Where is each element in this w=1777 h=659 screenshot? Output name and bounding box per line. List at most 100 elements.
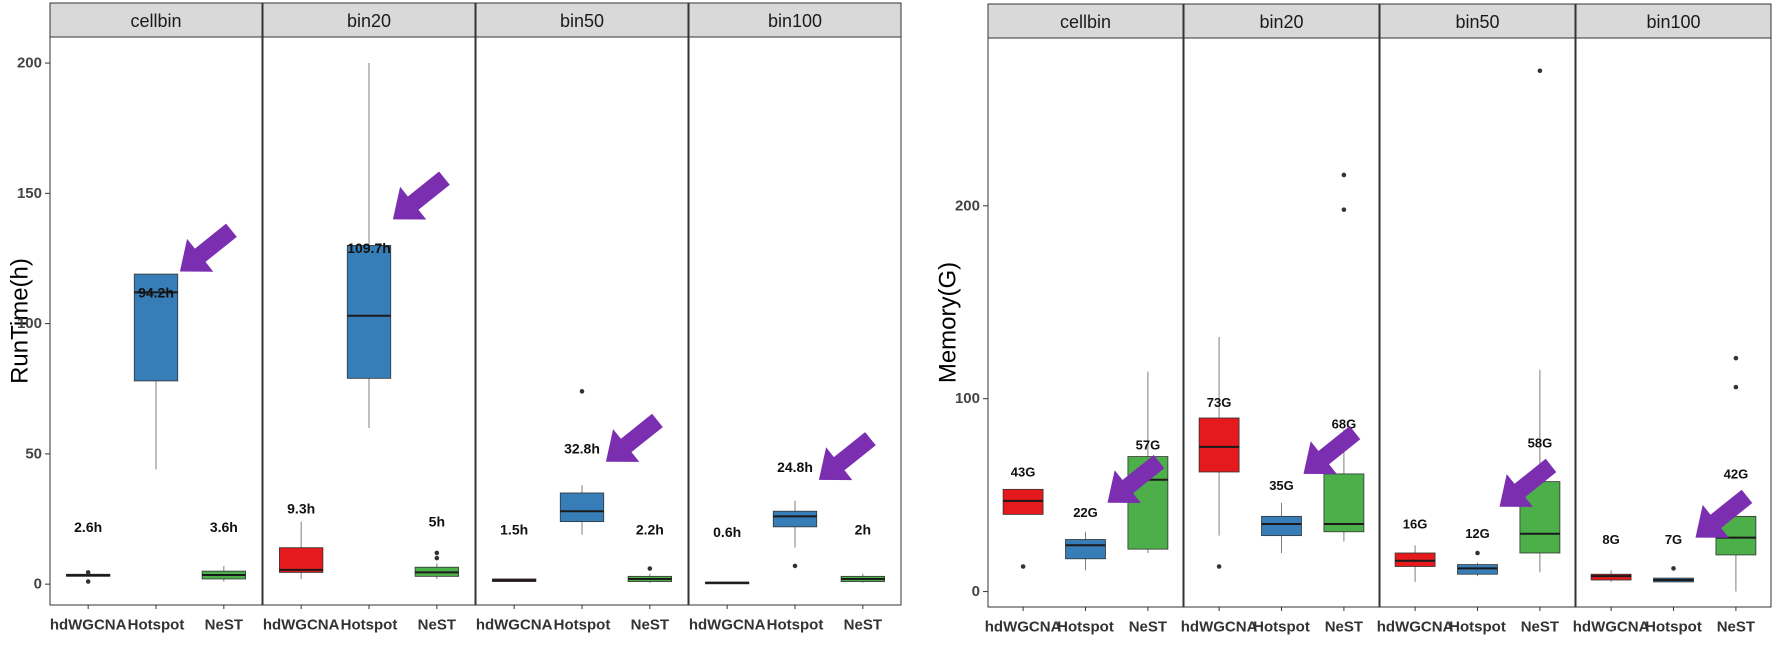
box-value-label: 68G <box>1332 416 1357 431</box>
box-value-label: 12G <box>1465 526 1490 541</box>
outlier-point <box>1341 172 1347 178</box>
outlier-point <box>1475 550 1480 556</box>
x-tick-label: Hotspot <box>767 617 824 634</box>
box-value-label: 9.3h <box>287 501 315 517</box>
y-tick-label: 50 <box>25 445 42 462</box>
x-tick-label: Hotspot <box>128 617 185 634</box>
outlier-point <box>647 566 653 571</box>
x-tick-label: Hotspot <box>1449 619 1506 636</box>
box-value-label: 109.7h <box>347 240 391 256</box>
x-tick-label: hdWGCNA <box>985 619 1062 636</box>
facet-strip-label: bin20 <box>1259 12 1303 32</box>
x-tick-label: hdWGCNA <box>1573 619 1650 636</box>
facet-strip <box>1575 3 1772 39</box>
outlier-point <box>1216 564 1222 569</box>
outlier-point <box>1671 566 1676 571</box>
box-value-label: 94.2h <box>138 284 174 300</box>
outlier-point <box>434 555 440 561</box>
x-tick-label: NeST <box>1129 619 1167 636</box>
highlight-arrow <box>1303 426 1361 475</box>
x-tick-label: hdWGCNA <box>689 617 766 634</box>
x-tick-label: Hotspot <box>554 617 611 634</box>
facet-strip <box>262 2 476 38</box>
box-hotspot <box>559 492 605 523</box>
facet-strip <box>475 2 689 38</box>
outlier-point <box>1020 564 1026 569</box>
y-axis-title: RunTime(h) <box>7 258 34 384</box>
box-value-label: 43G <box>1011 464 1036 479</box>
x-tick-label: hdWGCNA <box>1181 619 1258 636</box>
box-value-label: 22G <box>1073 505 1098 520</box>
outlier-point <box>1733 384 1739 390</box>
x-tick-label: Hotspot <box>1253 619 1310 636</box>
outlier-point <box>85 579 91 584</box>
box-hdwgcna <box>279 547 324 573</box>
box-hotspot <box>772 510 818 528</box>
box-value-label: 57G <box>1136 437 1161 452</box>
y-tick-label: 100 <box>955 390 980 407</box>
highlight-arrow <box>392 171 450 220</box>
box-value-label: 2h <box>855 521 871 537</box>
x-tick-label: NeST <box>844 617 882 634</box>
x-tick-label: NeST <box>1521 619 1559 636</box>
highlight-arrow <box>1499 458 1557 507</box>
box-value-label: 3.6h <box>210 519 238 535</box>
highlight-arrow <box>818 432 876 481</box>
x-tick-label: Hotspot <box>1057 619 1114 636</box>
facet-strip-label: bin50 <box>560 11 604 31</box>
box-hotspot <box>1065 539 1106 560</box>
box-value-label: 2.2h <box>636 521 664 537</box>
box-value-label: 8G <box>1602 532 1619 547</box>
box-value-label: 7G <box>1665 532 1682 547</box>
box-hotspot <box>1261 515 1302 537</box>
facet-strip-label: cellbin <box>130 11 181 31</box>
facet-strip <box>987 3 1184 39</box>
facet-strip-label: bin50 <box>1455 12 1499 32</box>
x-tick-label: Hotspot <box>341 617 398 634</box>
box-value-label: 1.5h <box>500 521 528 537</box>
x-tick-label: NeST <box>205 617 243 634</box>
box-value-label: 73G <box>1207 395 1232 410</box>
outlier-point <box>792 563 798 569</box>
x-tick-label: hdWGCNA <box>1377 619 1454 636</box>
x-tick-label: hdWGCNA <box>476 617 553 634</box>
highlight-arrow <box>1107 455 1165 503</box>
x-tick-label: hdWGCNA <box>263 617 340 634</box>
box-value-label: 16G <box>1403 517 1428 532</box>
x-tick-label: NeST <box>1325 619 1363 636</box>
outlier-point <box>1733 355 1739 361</box>
outlier-point <box>434 550 440 556</box>
box-value-label: 42G <box>1724 466 1749 481</box>
facet-strip <box>49 2 263 38</box>
facet-strip-label: bin100 <box>768 11 822 31</box>
facet-strip-label: bin100 <box>1646 12 1700 32</box>
facet-strip-label: bin20 <box>347 11 391 31</box>
box-hotspot <box>346 245 392 379</box>
y-tick-label: 150 <box>17 185 42 202</box>
box-value-label: 2.6h <box>74 519 102 535</box>
box-value-label: 35G <box>1269 478 1294 493</box>
box-value-label: 5h <box>429 514 445 530</box>
highlight-arrow <box>605 413 663 462</box>
facet-strip <box>1379 3 1576 39</box>
y-tick-label: 0 <box>972 583 980 600</box>
box-value-label: 58G <box>1528 436 1553 451</box>
box-value-label: 0.6h <box>713 524 741 540</box>
x-tick-label: NeST <box>418 617 456 634</box>
box-hdwgcna <box>1198 417 1240 473</box>
facet-strip <box>688 2 902 38</box>
outlier-point <box>1537 68 1543 74</box>
box-value-label: 24.8h <box>777 459 813 475</box>
facet-strip-label: cellbin <box>1060 12 1111 32</box>
y-tick-label: 100 <box>17 315 42 332</box>
x-tick-label: NeST <box>1717 619 1755 636</box>
highlight-arrow <box>1695 489 1753 538</box>
y-tick-label: 200 <box>17 55 42 72</box>
x-tick-label: hdWGCNA <box>50 617 127 634</box>
outlier-point <box>1341 207 1347 212</box>
x-tick-label: Hotspot <box>1645 619 1702 636</box>
outlier-point <box>85 570 91 575</box>
box-value-label: 32.8h <box>564 441 600 457</box>
y-tick-label: 200 <box>955 197 980 214</box>
